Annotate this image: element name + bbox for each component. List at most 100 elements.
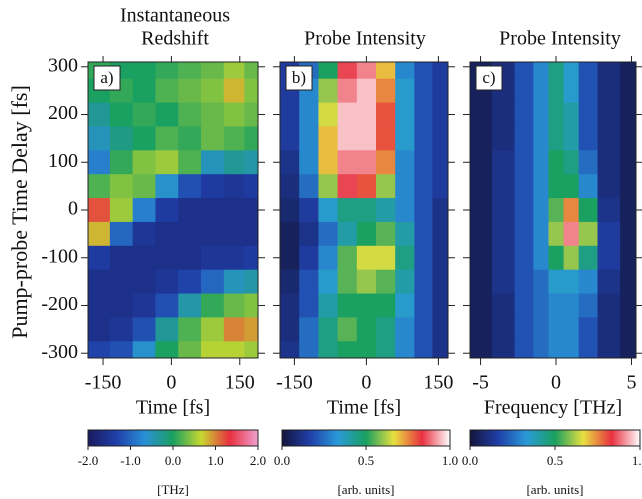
- y-tick-label: -100: [41, 245, 78, 267]
- heatmap-cell: [491, 174, 516, 199]
- heatmap-cell: [109, 174, 134, 199]
- heatmap-cell: [491, 150, 516, 175]
- x-tick-label: 0: [166, 372, 176, 394]
- heatmap-cell: [563, 78, 580, 104]
- heatmap-cell: [597, 269, 621, 295]
- heatmap-cell: [620, 293, 636, 319]
- heatmap-cell: [299, 341, 319, 358]
- heatmap-cell: [432, 62, 448, 80]
- heatmap-cell: [395, 245, 415, 271]
- heatmap-cell: [356, 341, 377, 358]
- heatmap-cell: [395, 102, 415, 128]
- heatmap-cell: [201, 150, 225, 175]
- heatmap-cell: [491, 198, 516, 223]
- heatmap-cell: [109, 221, 134, 247]
- heatmap-cell: [620, 221, 636, 247]
- heatmap-cell: [356, 221, 377, 247]
- heatmap-cell: [132, 245, 157, 271]
- heatmap-cell: [178, 62, 202, 80]
- heatmap-cell: [337, 221, 358, 247]
- heatmap-cell: [88, 221, 111, 247]
- heatmap-cell: [563, 221, 580, 247]
- heatmap-cell: [244, 221, 258, 247]
- heatmap-cell: [244, 269, 258, 295]
- heatmap-cell: [337, 245, 358, 271]
- heatmap-cell: [620, 269, 636, 295]
- heatmap-cell: [563, 62, 580, 80]
- heatmap-cell: [578, 78, 599, 104]
- heatmap-cell: [109, 245, 134, 271]
- heatmap-cell: [88, 269, 111, 295]
- heatmap-cell: [597, 293, 621, 319]
- colorbar: [87, 429, 259, 447]
- heatmap-cell: [155, 78, 179, 104]
- heatmap-cell: [201, 126, 225, 151]
- heatmap-cell: [432, 293, 448, 319]
- heatmap-cell: [155, 269, 179, 295]
- x-tick-label: -150: [276, 372, 313, 394]
- heatmap-cell: [299, 245, 319, 271]
- heatmap-cell: [318, 126, 339, 151]
- heatmap-cell: [578, 293, 599, 319]
- heatmap-cell: [414, 150, 433, 175]
- heatmap-cell: [356, 198, 377, 223]
- heatmap-cell: [578, 341, 599, 358]
- heatmap-cell: [578, 198, 599, 223]
- y-tick-label: 100: [48, 150, 78, 172]
- heatmap-cell: [548, 198, 565, 223]
- heatmap-cell: [201, 102, 225, 128]
- heatmap-cell: [563, 198, 580, 223]
- heatmap-cell: [356, 269, 377, 295]
- panel-label: a): [100, 68, 113, 87]
- heatmap-cell: [109, 293, 134, 319]
- colorbar-tick-label: 1.0: [632, 453, 642, 468]
- heatmap-cell: [533, 269, 550, 295]
- heatmap-cell: [578, 174, 599, 199]
- heatmap-cell: [597, 62, 621, 80]
- heatmap-cell: [395, 269, 415, 295]
- heatmap-cell: [109, 102, 134, 128]
- heatmap-cell: [280, 102, 300, 128]
- heatmap-cell: [376, 126, 396, 151]
- heatmap-cell: [432, 317, 448, 342]
- heatmap-cell: [470, 293, 493, 319]
- heatmap-cell: [376, 269, 396, 295]
- heatmap-cell: [318, 341, 339, 358]
- heatmap-cell: [470, 269, 493, 295]
- heatmap-cell: [337, 198, 358, 223]
- heatmap-cell: [223, 245, 245, 271]
- heatmap-cell: [223, 78, 245, 104]
- heatmap-cell: [132, 102, 157, 128]
- heatmap-cell: [578, 126, 599, 151]
- heatmap-cell: [201, 174, 225, 199]
- heatmap-cell: [620, 317, 636, 342]
- heatmap-cell: [395, 78, 415, 104]
- heatmap-cell: [514, 102, 534, 128]
- y-tick-label: 300: [48, 54, 78, 76]
- heatmap-cell: [432, 102, 448, 128]
- heatmap-cell: [395, 221, 415, 247]
- heatmap-cell: [414, 62, 433, 80]
- heatmap-cell: [414, 341, 433, 358]
- heatmap-cell: [223, 198, 245, 223]
- heatmap-cell: [337, 293, 358, 319]
- heatmap-cell: [356, 174, 377, 199]
- heatmap-cell: [376, 341, 396, 358]
- heatmap-cell: [597, 174, 621, 199]
- heatmap-cell: [132, 221, 157, 247]
- heatmap-cell: [597, 78, 621, 104]
- heatmap-cell: [548, 174, 565, 199]
- heatmap-cell: [132, 341, 157, 358]
- heatmap-cell: [318, 245, 339, 271]
- heatmap-cell: [376, 150, 396, 175]
- heatmap-cell: [337, 62, 358, 80]
- y-axis-label: Pump-probe Time Delay [fs]: [7, 85, 32, 339]
- heatmap-cell: [432, 198, 448, 223]
- heatmap-cell: [244, 293, 258, 319]
- heatmap-cell: [132, 126, 157, 151]
- heatmap-cell: [491, 245, 516, 271]
- colorbar-tick-label: 0.0: [274, 453, 290, 468]
- heatmap-cell: [318, 269, 339, 295]
- heatmap-cell: [414, 78, 433, 104]
